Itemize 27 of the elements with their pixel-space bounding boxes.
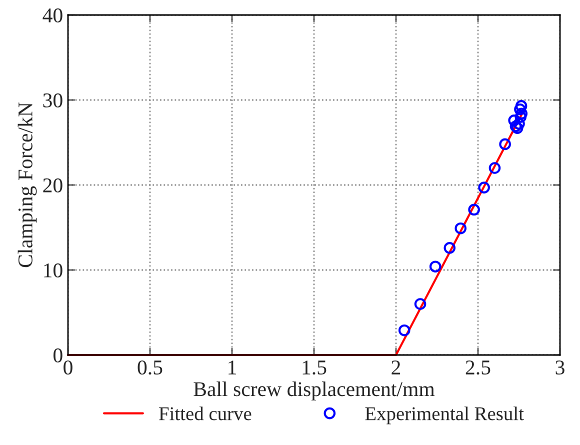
x-tick-label: 0.5: [138, 360, 162, 375]
point: [468, 204, 480, 216]
x-tick-label: 2: [392, 360, 400, 374]
x-tick-label: 3: [556, 360, 564, 375]
point: [429, 260, 442, 273]
y-tick-label: 30: [43, 93, 62, 108]
point: [514, 103, 526, 116]
point: [488, 162, 501, 174]
y-tick-label: 20: [43, 178, 62, 192]
y-tick-label: 40: [42, 8, 62, 22]
x-tick-label: 2.5: [466, 360, 490, 375]
x-tick-label: 0: [64, 360, 72, 375]
x-axis-title: Ball screw displacement/mm: [194, 382, 435, 400]
legend-label: Fitted curve: [159, 406, 252, 420]
y-tick-label: 0: [54, 348, 62, 362]
point: [454, 222, 467, 234]
point: [444, 242, 456, 254]
point: [398, 324, 410, 336]
point: [478, 182, 490, 194]
point: [414, 298, 426, 310]
y-axis-title: Clamping Force/kN: [18, 102, 37, 268]
legend-label: Experimental Result: [365, 406, 524, 424]
x-tick-label: 1.5: [302, 360, 326, 375]
x-tick-label: 1: [228, 360, 236, 374]
point: [499, 138, 511, 150]
point: [515, 100, 528, 112]
y-tick-label: 10: [44, 263, 62, 278]
